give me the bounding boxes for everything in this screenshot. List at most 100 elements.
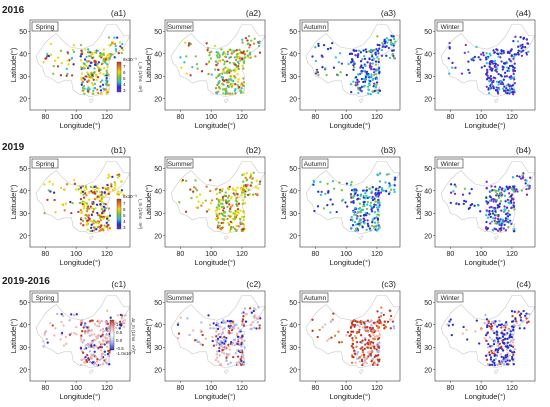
station-point [220,344,223,347]
row-titles: 2016 2019 2019-2016 [2,5,50,287]
station-point [179,56,182,59]
colorbar-tick-label: 5 [123,76,126,81]
station-point [509,349,512,352]
station-point [463,199,466,203]
station-point [361,189,365,192]
station-point [52,191,56,194]
station-point [232,355,235,359]
station-point [235,65,238,68]
station-point [243,202,247,205]
station-point [366,329,370,332]
station-point [509,333,512,336]
station-point [242,184,245,187]
station-point [243,339,246,342]
station-point [497,72,500,76]
station-point [242,81,246,84]
station-point [521,174,524,177]
station-point [502,227,506,230]
taiwan-outline [241,86,246,95]
station-point [81,219,85,223]
y-tick-label: 30 [154,211,162,218]
station-point [354,54,357,57]
station-point [361,66,365,69]
station-point [102,48,106,51]
station-point [513,53,516,56]
station-point [494,320,497,323]
station-point [492,343,496,346]
station-point [353,334,357,338]
station-point [114,44,117,48]
station-point [508,64,512,68]
station-point [223,211,226,214]
station-point [91,201,94,204]
station-point [489,215,492,219]
station-point [65,67,68,71]
station-point [251,193,255,196]
station-point [374,200,377,203]
station-point [378,341,381,344]
station-point [503,194,507,197]
season-label-box [301,292,329,303]
station-point [42,61,45,64]
station-point [504,91,508,94]
station-point [241,320,244,323]
station-point [369,62,372,65]
station-point [217,200,221,203]
station-point [244,320,248,323]
x-tick-label: 120 [236,251,248,258]
colorbar-tick-label: 0.0 [116,338,123,343]
china-outline [35,161,131,234]
station-point [370,75,373,78]
station-point [373,335,377,338]
station-point [485,196,488,200]
station-point [485,187,488,190]
china-outline [170,24,266,97]
station-point [79,197,83,201]
station-point [374,322,377,326]
station-point [485,52,488,55]
china-outline [305,295,401,368]
station-point [215,51,218,54]
station-point [230,76,233,79]
station-point [500,355,503,359]
station-point [373,203,376,206]
station-point [495,67,498,70]
station-point [60,320,63,324]
station-point [451,66,454,69]
station-point [513,310,516,313]
station-point [100,213,103,217]
station-point [82,339,86,342]
station-point [217,68,220,72]
station-point [454,185,458,188]
station-point [227,214,230,217]
station-point [344,201,347,204]
station-point [506,348,509,352]
station-point [528,184,531,188]
station-point [221,337,224,340]
station-point [42,340,45,343]
station-point [226,81,229,84]
station-point [189,74,192,77]
station-point [363,222,366,225]
station-point [358,220,361,223]
station-point [496,64,500,67]
station-point [54,211,57,214]
station-point [226,319,229,323]
station-point [238,336,241,339]
station-point [374,228,377,231]
station-point [118,327,121,330]
station-point [90,72,93,75]
y-axis-label: Latitude(°) [414,318,423,353]
station-point [101,62,104,65]
station-point [118,174,121,177]
station-point [491,212,495,215]
station-point [511,341,514,344]
station-point [240,342,243,346]
station-point [374,53,378,56]
station-point [205,63,208,66]
station-point [488,209,491,213]
station-point [486,227,490,230]
station-point [105,69,108,73]
season-label-box [301,158,329,169]
station-point [380,306,383,309]
